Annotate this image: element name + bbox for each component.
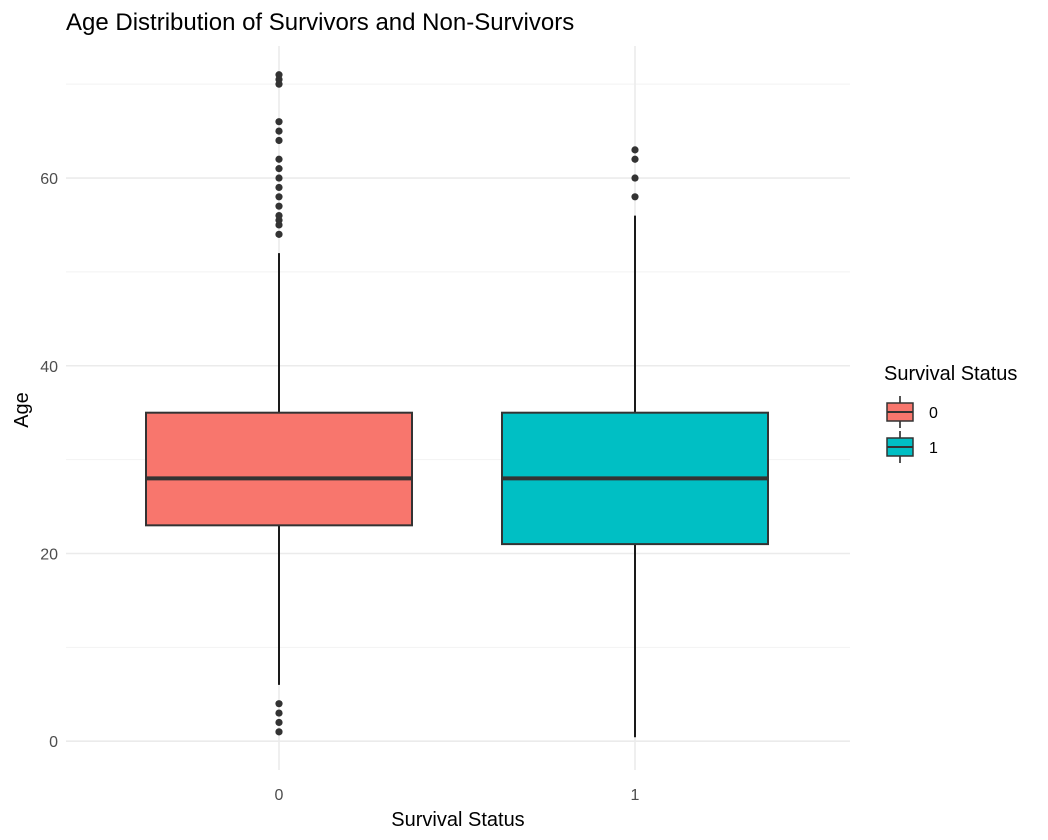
outlier-point xyxy=(275,71,283,79)
outlier-point xyxy=(275,165,283,173)
box-group-1 xyxy=(501,146,769,738)
outlier-point xyxy=(275,718,283,727)
grid-layer xyxy=(66,46,850,770)
outlier-point xyxy=(275,127,283,135)
y-tick-label: 60 xyxy=(40,171,58,188)
x-tick-label: 1 xyxy=(631,787,640,804)
legend-title: Survival Status xyxy=(884,363,1017,385)
outlier-point xyxy=(275,183,283,192)
outlier-point xyxy=(275,174,283,182)
outlier-point xyxy=(631,174,639,182)
outlier-point xyxy=(275,700,283,708)
y-axis-title: Age xyxy=(11,392,33,428)
box-group-0 xyxy=(145,71,413,736)
legend: Survival Status 01 xyxy=(884,363,1017,463)
outlier-point xyxy=(631,146,639,154)
legend-entries: 01 xyxy=(886,396,938,463)
legend-entry-0: 0 xyxy=(886,396,938,428)
outlier-point xyxy=(275,193,283,201)
outlier-point xyxy=(631,155,639,163)
x-axis-title: Survival Status xyxy=(391,809,524,831)
y-tick-label: 0 xyxy=(49,734,58,751)
outlier-point xyxy=(275,230,283,238)
legend-entry-1: 1 xyxy=(886,431,938,463)
chart-title: Age Distribution of Survivors and Non-Su… xyxy=(66,9,574,36)
boxes-layer xyxy=(145,71,769,738)
outlier-point xyxy=(275,155,283,163)
outlier-point xyxy=(275,136,283,145)
outlier-point xyxy=(275,709,283,717)
outlier-point xyxy=(275,211,283,220)
legend-label: 0 xyxy=(929,405,938,422)
outlier-point xyxy=(275,728,283,736)
box-iqr xyxy=(145,411,413,527)
y-tick-label: 40 xyxy=(40,359,58,376)
outlier-point xyxy=(275,202,283,210)
outlier-point xyxy=(275,118,283,126)
y-tick-label: 20 xyxy=(40,546,58,563)
legend-label: 1 xyxy=(929,440,938,457)
x-tick-label: 0 xyxy=(275,787,284,804)
outlier-point xyxy=(631,193,639,201)
y-axis-ticks: 0 20 40 60 xyxy=(40,171,58,751)
